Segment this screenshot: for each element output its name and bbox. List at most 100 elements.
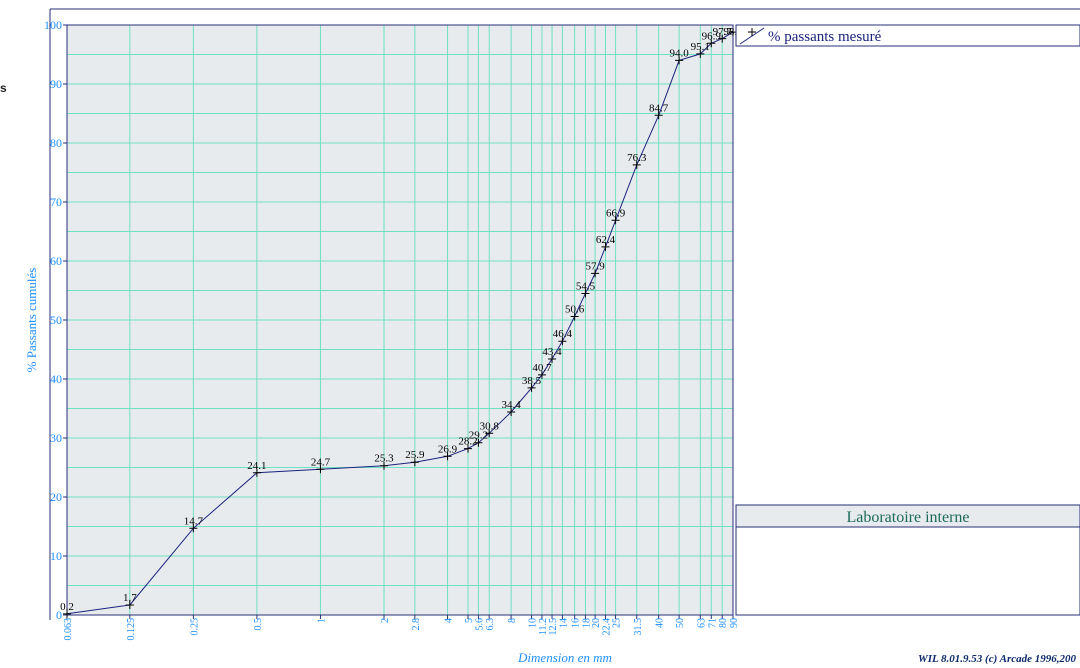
data-label: 97.7 — [713, 26, 733, 38]
data-label: 25.3 — [374, 453, 394, 465]
y-axis-title: % Passants cumulés — [24, 268, 39, 373]
data-label: 25.9 — [405, 449, 425, 461]
data-label: 34.4 — [501, 399, 521, 411]
data-label: 57.9 — [585, 260, 605, 272]
data-label: 26.9 — [438, 443, 458, 455]
data-point-marker — [527, 383, 536, 392]
data-label: 54.5 — [576, 280, 596, 292]
data-point-marker — [189, 524, 198, 533]
series-line — [66, 31, 734, 615]
data-label: 24.1 — [247, 460, 266, 472]
x-axis-title: Dimension en mm — [517, 650, 612, 665]
data-label: 29.2 — [469, 430, 488, 442]
data-point-marker — [654, 111, 663, 120]
data-point-marker — [63, 609, 71, 618]
x-tick-label: 22.4 — [601, 618, 612, 636]
x-tick-label: 8 — [507, 618, 518, 623]
y-tick-label: 0 — [56, 608, 62, 622]
data-point-marker — [316, 465, 325, 474]
x-tick-label: 40 — [655, 618, 666, 628]
x-tick-label: 16 — [571, 618, 582, 628]
y-tick-label: 70 — [50, 195, 62, 209]
y-tick-label: 90 — [50, 77, 62, 91]
data-label: 28.2 — [458, 436, 477, 448]
x-tick-label: 25 — [612, 618, 623, 628]
data-point-marker — [507, 408, 516, 417]
data-label: 76.3 — [627, 152, 647, 164]
data-point-marker — [410, 458, 419, 467]
series-markers — [63, 28, 737, 618]
data-point-marker — [125, 600, 134, 609]
y-axis-ticks: 0 10 20 30 40 50 60 70 80 90 100 — [44, 18, 67, 622]
data-label: 30.8 — [480, 420, 500, 432]
data-label: 96.9 — [702, 30, 722, 42]
data-label: 1.7 — [123, 592, 137, 604]
data-label: 62.4 — [596, 234, 616, 246]
legend-box — [735, 24, 1080, 47]
data-label: 43.4 — [542, 346, 562, 358]
x-tick-label: 5 — [464, 618, 475, 623]
y-tick-label: 100 — [44, 18, 62, 32]
grid-lines — [66, 24, 734, 616]
data-label: 0.2 — [60, 601, 74, 613]
data-label: 40.7 — [532, 362, 552, 374]
lab-box-header — [735, 504, 1080, 528]
data-point-marker — [632, 160, 641, 169]
y-tick-label: 80 — [50, 136, 62, 150]
software-credit: WIL 8.01.9.53 (c) Arcade 1996,200 — [918, 653, 1077, 665]
legend: % passants mesuré — [735, 24, 1080, 47]
data-point-marker — [558, 337, 567, 346]
data-point-marker — [252, 468, 261, 477]
x-tick-label: 14 — [558, 618, 569, 628]
x-tick-label: 20 — [591, 618, 602, 628]
data-label: 14.7 — [184, 515, 204, 527]
x-tick-label: 0.125 — [126, 618, 137, 641]
data-point-marker — [443, 452, 452, 461]
data-point-marker — [591, 269, 600, 278]
x-tick-label: 4 — [444, 618, 455, 623]
x-tick-label: 2.8 — [411, 618, 422, 631]
data-point-marker — [380, 461, 389, 470]
data-point-marker — [707, 39, 716, 48]
x-tick-label: 63 — [696, 618, 707, 628]
legend-label: % passants mesuré — [768, 29, 882, 45]
x-tick-label: 18 — [581, 618, 592, 628]
data-label: 95.1 — [691, 41, 710, 53]
x-tick-label: 50 — [675, 618, 686, 628]
data-label: 50.6 — [565, 303, 585, 315]
data-label: 38.5 — [522, 375, 542, 387]
y-tick-label: 40 — [50, 372, 62, 386]
data-label: 46.4 — [553, 328, 573, 340]
data-label: 84.7 — [649, 102, 669, 114]
x-tick-label: 31.5 — [633, 618, 644, 636]
x-axis-ticks: 0.063 0.125 0.25 0.5 1 2 2.8 4 5 5.6 6.3 8 10 11.2 12.… — [63, 615, 740, 641]
x-tick-label: 10 — [528, 618, 539, 628]
y-tick-label: 20 — [50, 490, 62, 504]
y-tick-label: 10 — [50, 549, 62, 563]
y-tick-label: 60 — [50, 254, 62, 268]
data-point-marker — [537, 370, 546, 379]
x-tick-label: 2 — [380, 618, 391, 623]
x-tick-label: 0.063 — [63, 618, 74, 641]
data-label: 24.7 — [311, 456, 331, 468]
x-tick-label: 80 — [718, 618, 729, 628]
side-label: s — [0, 81, 7, 95]
data-point-marker — [718, 34, 727, 43]
data-point-marker — [485, 429, 494, 438]
legend-marker-icon — [748, 28, 756, 36]
x-tick-label: 71 — [707, 618, 718, 628]
data-label: 66.9 — [606, 207, 626, 219]
data-labels: 0.2 1.7 14.7 24.1 24.7 25.3 25.9 26.928.229.230… — [60, 26, 743, 613]
data-point-marker — [611, 216, 620, 225]
data-label: 94.0 — [669, 47, 689, 59]
x-tick-label: 90 — [729, 618, 740, 628]
data-point-marker — [464, 444, 473, 453]
data-point-marker — [570, 312, 579, 321]
y-tick-label: 50 — [50, 313, 62, 327]
lab-box: Laboratoire interne — [735, 504, 1080, 616]
data-point-marker — [474, 438, 483, 447]
data-point-marker — [675, 56, 684, 65]
data-point-marker — [548, 354, 557, 363]
data-point-marker — [581, 289, 590, 298]
